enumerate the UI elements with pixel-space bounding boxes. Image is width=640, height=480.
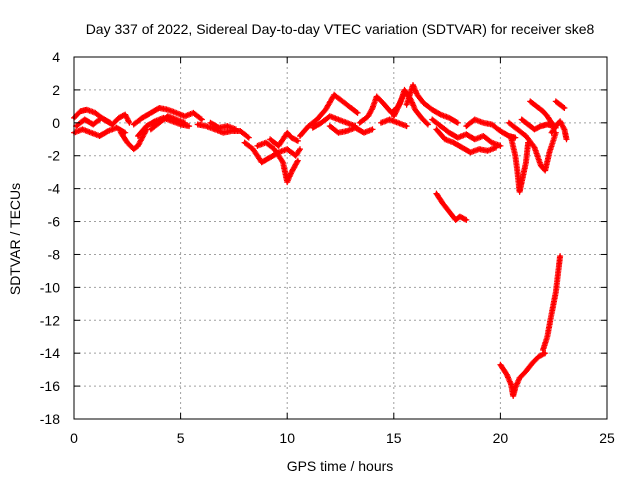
data-trace bbox=[119, 127, 148, 151]
data-segment-25 bbox=[508, 134, 532, 195]
x-tick-label: 20 bbox=[493, 430, 509, 446]
y-tick-label: 2 bbox=[52, 82, 60, 98]
data-trace bbox=[541, 254, 562, 352]
data-trace bbox=[298, 93, 360, 138]
data-trace bbox=[208, 121, 238, 131]
data-trace bbox=[434, 192, 468, 222]
data-trace bbox=[464, 118, 517, 140]
data-segment-3 bbox=[117, 126, 150, 153]
x-tick-label: 0 bbox=[70, 430, 78, 446]
axis-ticks: 0 5 10 15 20 25 -18 -16 -14 -12 -10 -8 -6 -4 -2 0 2 4 bbox=[40, 49, 615, 446]
data-segment-23 bbox=[497, 350, 549, 399]
y-tick-label: -16 bbox=[40, 378, 60, 394]
data-segment-8 bbox=[207, 119, 239, 133]
data-segment-10 bbox=[254, 139, 301, 186]
data-series-sdtvar bbox=[71, 82, 570, 399]
chart-title: Day 337 of 2022, Sidereal Day-to-day VTE… bbox=[86, 21, 595, 37]
y-tick-label: 4 bbox=[52, 49, 60, 65]
data-segment-22 bbox=[463, 116, 519, 141]
data-trace bbox=[72, 126, 127, 138]
data-segment-14 bbox=[326, 123, 376, 136]
y-tick-label: -6 bbox=[48, 214, 61, 230]
data-trace bbox=[132, 106, 204, 126]
x-tick-label: 10 bbox=[279, 430, 295, 446]
y-tick-label: -2 bbox=[48, 148, 61, 164]
x-tick-label: 25 bbox=[599, 430, 615, 446]
plot-frame bbox=[73, 56, 608, 420]
x-tick-label: 5 bbox=[177, 430, 185, 446]
data-segment-19 bbox=[429, 116, 504, 149]
data-trace bbox=[268, 131, 300, 148]
data-trace bbox=[243, 141, 302, 164]
y-tick-label: -4 bbox=[48, 181, 61, 197]
data-trace bbox=[149, 114, 187, 131]
y-tick-label: -8 bbox=[48, 246, 61, 262]
data-trace bbox=[507, 121, 558, 172]
y-tick-label: -14 bbox=[40, 345, 60, 361]
data-trace bbox=[434, 127, 498, 154]
data-segment-13 bbox=[309, 113, 359, 131]
data-trace bbox=[328, 124, 374, 135]
data-trace bbox=[430, 118, 502, 148]
data-segment-2 bbox=[73, 114, 114, 130]
y-tick-label: 0 bbox=[52, 115, 60, 131]
x-tick-label: 15 bbox=[386, 430, 402, 446]
data-trace bbox=[520, 118, 556, 131]
data-segment-26 bbox=[505, 119, 559, 174]
data-trace bbox=[311, 114, 357, 130]
data-segment-24 bbox=[540, 253, 564, 353]
data-trace bbox=[550, 119, 568, 141]
data-segment-30 bbox=[548, 118, 570, 143]
data-segment-6 bbox=[147, 113, 188, 133]
data-segment-11 bbox=[267, 129, 301, 149]
data-segment-18 bbox=[403, 82, 461, 126]
data-segment-20 bbox=[433, 126, 500, 156]
data-segment-12 bbox=[297, 91, 361, 139]
data-segment-9 bbox=[241, 139, 303, 166]
data-segment-21 bbox=[433, 190, 470, 223]
y-axis-label: SDTVAR / TECUs bbox=[7, 183, 23, 295]
data-segment-16 bbox=[378, 116, 410, 130]
data-segment-1 bbox=[71, 124, 129, 139]
data-trace bbox=[509, 136, 530, 194]
y-tick-label: -18 bbox=[40, 411, 60, 427]
x-axis-label: GPS time / hours bbox=[287, 458, 394, 474]
data-trace bbox=[498, 351, 547, 398]
data-trace bbox=[379, 118, 409, 128]
data-trace bbox=[196, 123, 251, 140]
data-trace bbox=[554, 99, 566, 110]
data-segment-28 bbox=[518, 116, 557, 133]
data-segment-29 bbox=[552, 98, 568, 111]
data-segment-4 bbox=[130, 105, 205, 128]
data-trace bbox=[255, 141, 300, 184]
y-tick-label: -10 bbox=[40, 279, 60, 295]
data-trace bbox=[405, 83, 460, 125]
y-tick-label: -12 bbox=[40, 312, 60, 328]
data-trace bbox=[74, 116, 112, 128]
